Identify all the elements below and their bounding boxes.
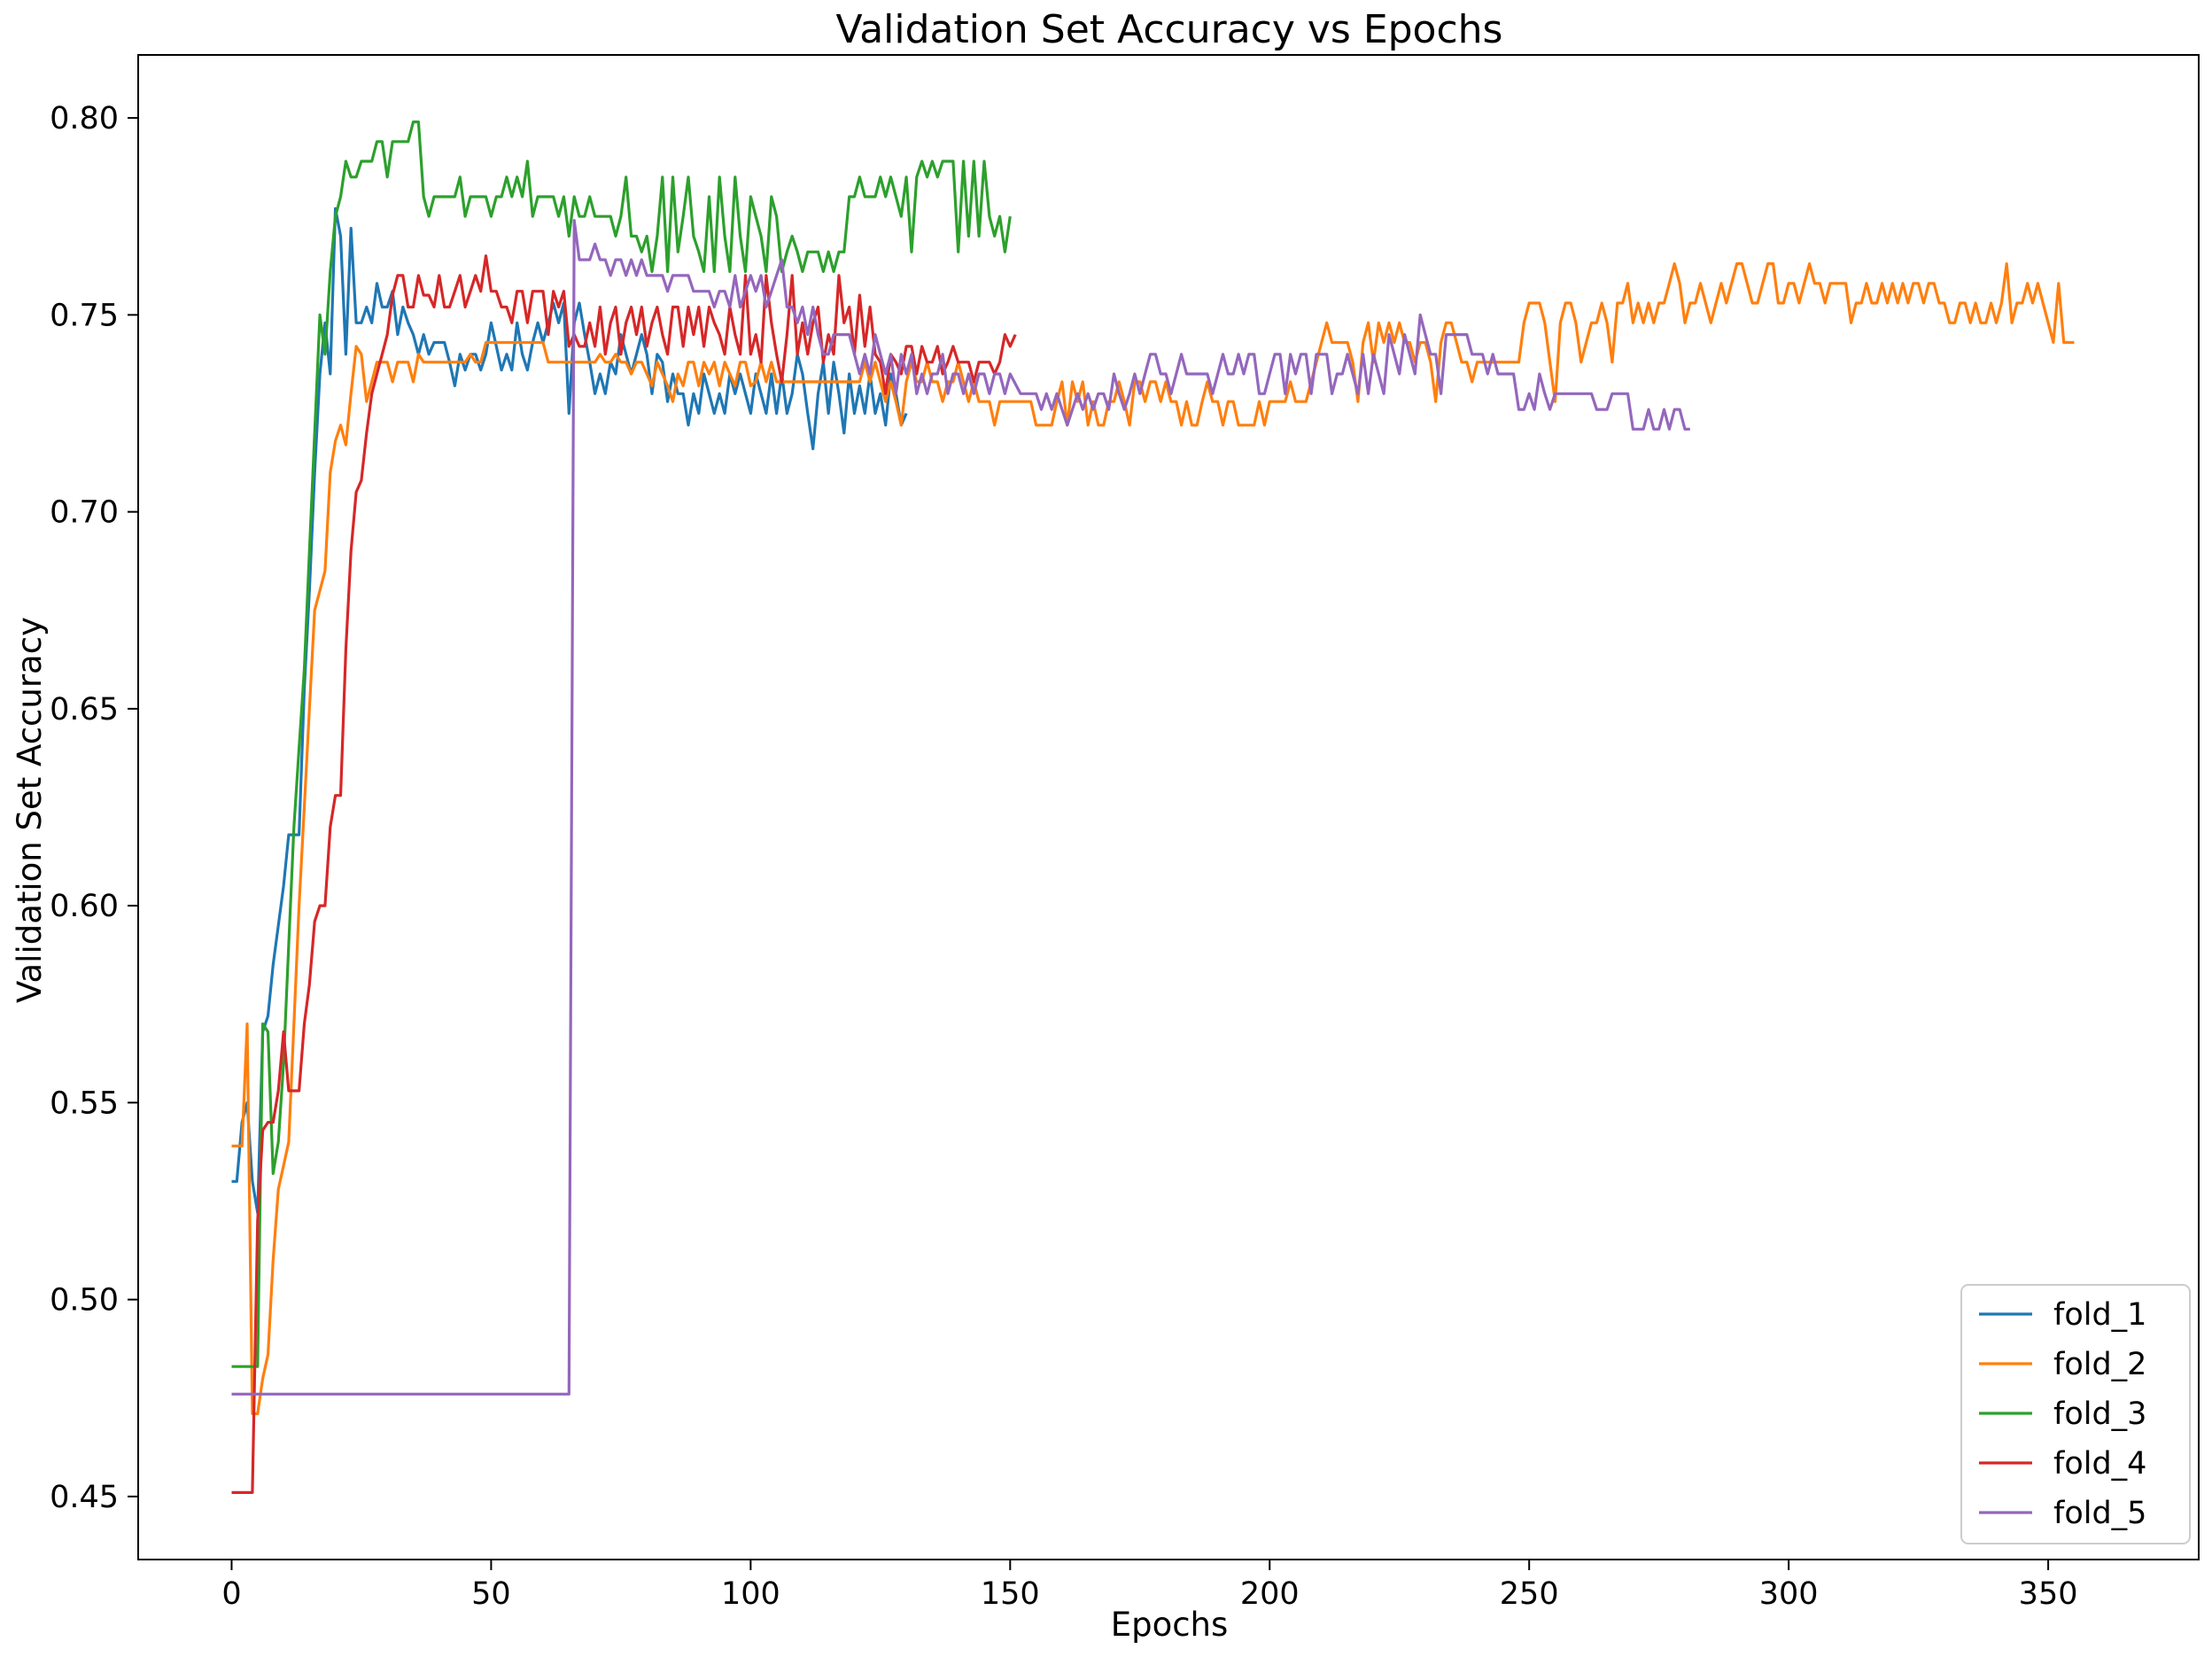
series-line-fold-2 bbox=[231, 262, 2075, 1416]
series-line-fold-5 bbox=[231, 219, 1690, 1396]
y-tick-label: 0.75 bbox=[50, 298, 119, 333]
legend-label-fold-4: fold_4 bbox=[2053, 1446, 2146, 1482]
legend-label-fold-1: fold_1 bbox=[2053, 1297, 2146, 1333]
y-axis-label: Validation Set Accuracy bbox=[11, 617, 49, 1003]
series-line-fold-4 bbox=[231, 254, 1017, 1494]
chart-title: Validation Set Accuracy vs Epochs bbox=[836, 7, 1503, 52]
x-tick-label: 0 bbox=[221, 1576, 241, 1612]
y-tick-label: 0.55 bbox=[50, 1085, 119, 1121]
legend-label-fold-5: fold_5 bbox=[2053, 1496, 2146, 1531]
axes-frame bbox=[137, 54, 2200, 1560]
y-tick-label: 0.70 bbox=[50, 495, 119, 531]
y-tick-label: 0.65 bbox=[50, 692, 119, 727]
x-axis: 0 50 100 150 200 250 300 350 bbox=[221, 1560, 2077, 1612]
series-line-fold-3 bbox=[231, 121, 1012, 1368]
x-tick-label: 200 bbox=[1240, 1576, 1300, 1612]
x-axis-label: Epochs bbox=[1111, 1606, 1229, 1644]
legend-frame bbox=[1960, 1284, 2191, 1544]
x-tick-label: 100 bbox=[721, 1576, 780, 1612]
legend-label-fold-3: fold_3 bbox=[2053, 1396, 2146, 1432]
x-tick-label: 250 bbox=[1500, 1576, 1559, 1612]
x-tick-label: 300 bbox=[1759, 1576, 1819, 1612]
y-tick-label: 0.45 bbox=[50, 1480, 119, 1515]
y-tick-label: 0.80 bbox=[50, 101, 119, 136]
y-tick-label: 0.60 bbox=[50, 889, 119, 924]
legend-label-fold-2: fold_2 bbox=[2053, 1347, 2146, 1382]
series-layer bbox=[231, 121, 2075, 1494]
plot-area: 0 50 100 150 200 250 300 350 0.450.500.550.600.… bbox=[50, 54, 2200, 1612]
x-tick-label: 350 bbox=[2019, 1576, 2078, 1612]
x-tick-label: 50 bbox=[471, 1576, 511, 1612]
y-tick-label: 0.50 bbox=[50, 1283, 119, 1319]
legend: fold_1 fold_2 fold_3 fold_4 fold_5 bbox=[1960, 1284, 2191, 1544]
y-axis: 0.45 0.50 0.55 0.60 0.65 0.70 0.75 0.80 bbox=[50, 101, 138, 1515]
x-tick-label: 150 bbox=[981, 1576, 1040, 1612]
